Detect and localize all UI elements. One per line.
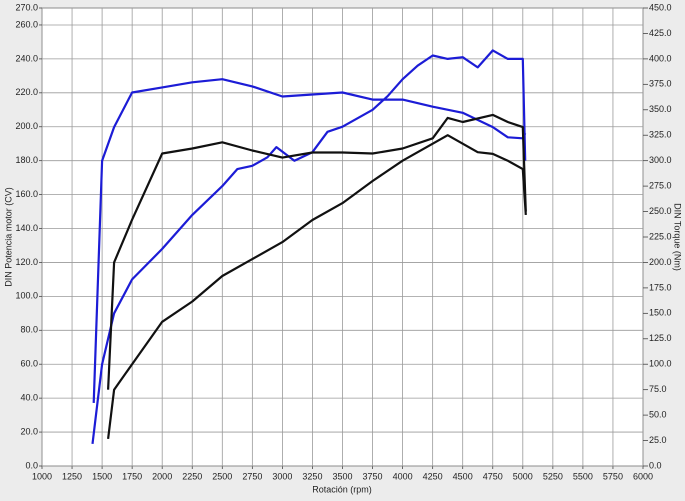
line-series <box>92 78 527 403</box>
y-tick-label: 40.0 <box>20 393 38 403</box>
y-tick-label: 140.0 <box>15 223 38 233</box>
y-tick-label: 260.0 <box>15 19 38 29</box>
y2-tick-label: 150.0 <box>649 308 672 318</box>
line-series <box>107 134 527 440</box>
x-tick-label: 1000 <box>32 471 52 481</box>
x-tick-label: 5500 <box>573 471 593 481</box>
x-tick-label: 3750 <box>363 471 383 481</box>
y2-tick-label: 200.0 <box>649 257 672 267</box>
x-tick-label: 3500 <box>332 471 352 481</box>
y-tick-label: 200.0 <box>15 121 38 131</box>
line-series <box>91 49 527 445</box>
y-axis-label: DIN Potencia motor (CV) <box>3 187 13 287</box>
y-tick-label: 20.0 <box>20 426 38 436</box>
y2-tick-label: 300.0 <box>649 155 672 165</box>
x-tick-label: 3000 <box>272 471 292 481</box>
x-tick-label: 3250 <box>302 471 322 481</box>
x-tick-label: 6000 <box>633 471 653 481</box>
y2-tick-label: 450.0 <box>649 2 672 12</box>
y-tick-label: 80.0 <box>20 325 38 335</box>
y2-tick-label: 175.0 <box>649 282 672 292</box>
x-tick-label: 4750 <box>483 471 503 481</box>
x-tick-label: 2000 <box>152 471 172 481</box>
x-tick-label: 4500 <box>453 471 473 481</box>
y2-tick-label: 75.0 <box>649 384 667 394</box>
line-series <box>107 113 527 390</box>
y2-tick-label: 400.0 <box>649 53 672 63</box>
y-tick-label: 0.0 <box>25 460 38 470</box>
y2-axis-label: DIN Torque (Nm) <box>673 203 683 271</box>
x-tick-label: 1250 <box>62 471 82 481</box>
y2-tick-label: 25.0 <box>649 435 667 445</box>
x-tick-label: 5250 <box>543 471 563 481</box>
y2-tick-label: 350.0 <box>649 104 672 114</box>
y2-tick-label: 0.0 <box>649 460 662 470</box>
y-tick-label: 120.0 <box>15 257 38 267</box>
y2-tick-label: 375.0 <box>649 79 672 89</box>
y2-tick-label: 225.0 <box>649 231 672 241</box>
y-tick-label: 240.0 <box>15 53 38 63</box>
x-tick-label: 1500 <box>92 471 112 481</box>
y-tick-label: 220.0 <box>15 87 38 97</box>
y2-tick-label: 250.0 <box>649 206 672 216</box>
x-tick-label: 4000 <box>393 471 413 481</box>
x-axis-label: Rotación (rpm) <box>312 484 372 494</box>
y-tick-label: 270.0 <box>15 2 38 12</box>
y2-tick-label: 50.0 <box>649 409 667 419</box>
y-tick-label: 180.0 <box>15 155 38 165</box>
x-tick-label: 4250 <box>423 471 443 481</box>
y2-tick-label: 125.0 <box>649 333 672 343</box>
y2-tick-label: 325.0 <box>649 130 672 140</box>
y-tick-label: 160.0 <box>15 189 38 199</box>
y2-tick-label: 425.0 <box>649 28 672 38</box>
x-tick-label: 2750 <box>242 471 262 481</box>
y-tick-label: 100.0 <box>15 291 38 301</box>
x-tick-label: 2250 <box>182 471 202 481</box>
x-tick-label: 5000 <box>513 471 533 481</box>
y-tick-label: 60.0 <box>20 359 38 369</box>
x-tick-label: 5750 <box>603 471 623 481</box>
x-tick-label: 2500 <box>212 471 232 481</box>
x-tick-label: 1750 <box>122 471 142 481</box>
y2-tick-label: 100.0 <box>649 359 672 369</box>
y2-tick-label: 275.0 <box>649 180 672 190</box>
